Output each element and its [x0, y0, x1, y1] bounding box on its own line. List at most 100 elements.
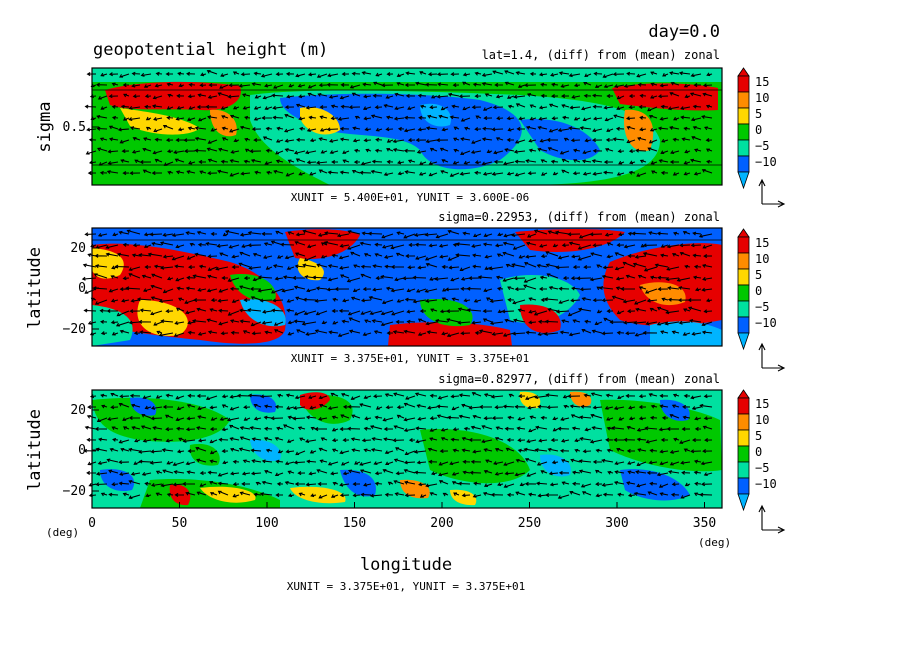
wind-vector [642, 243, 658, 248]
wind-vector [690, 73, 702, 78]
wind-vector [490, 394, 504, 399]
wind-vector [393, 116, 405, 121]
colorbar-swatch [737, 445, 750, 463]
wind-vector [129, 309, 141, 314]
wind-vector [359, 241, 372, 246]
wind-vector [455, 253, 471, 258]
wind-vector [254, 170, 262, 175]
wind-vector [701, 321, 713, 326]
wind-vector [606, 417, 614, 421]
wind-vector [649, 448, 658, 453]
wind-vector [186, 71, 196, 76]
wind-vector [406, 288, 416, 293]
colorbar-top-cap [737, 389, 750, 399]
wind-vector [338, 308, 350, 313]
wind-vector [307, 84, 317, 89]
wind-vector [441, 297, 449, 302]
wind-vector [650, 95, 658, 99]
wind-vector [297, 83, 306, 88]
wind-vector [425, 321, 438, 326]
wind-vector [332, 320, 339, 325]
wind-vector [489, 298, 504, 304]
panel-3-ylabel: latitude [25, 409, 45, 491]
wind-vector [450, 437, 460, 442]
wind-vector [207, 95, 218, 99]
wind-vector [362, 287, 372, 292]
wind-vector [666, 266, 680, 271]
wind-vector [583, 265, 592, 270]
wind-vector [196, 307, 207, 312]
wind-vector [573, 116, 581, 121]
wind-vector [284, 461, 295, 466]
wind-vector [244, 148, 251, 153]
wind-vector [166, 82, 174, 87]
wind-vector [534, 448, 548, 453]
wind-vector [351, 71, 361, 76]
wind-vector [572, 148, 581, 153]
wind-vector [680, 115, 691, 120]
wind-vector [285, 449, 295, 454]
wind-vector [251, 127, 262, 132]
colorbar-level-label: 15 [755, 236, 769, 250]
wind-vector [340, 104, 350, 109]
wind-vector [327, 406, 339, 410]
wind-vector [128, 106, 141, 110]
wind-vector [309, 449, 317, 454]
wind-vector [494, 82, 503, 87]
wind-vector [700, 461, 713, 466]
wind-vector [535, 481, 548, 486]
wind-vector [122, 417, 130, 421]
wind-vector [427, 72, 438, 77]
wind-vector [482, 492, 493, 496]
wind-vector [701, 169, 713, 174]
colorbar-top-cap [737, 67, 750, 77]
wind-vector [383, 427, 394, 432]
wind-vector [625, 331, 636, 336]
wind-vector [613, 114, 625, 119]
wind-vector [417, 127, 427, 132]
wind-vector [239, 436, 251, 441]
colorbar-swatch [737, 300, 750, 318]
wind-vector [205, 395, 218, 401]
wind-vector [671, 482, 680, 487]
wind-vector [84, 425, 97, 430]
wind-vector [614, 266, 625, 271]
wind-vector [495, 275, 504, 280]
wind-vector [286, 405, 295, 410]
wind-vector [582, 117, 592, 122]
wind-vector [250, 158, 262, 163]
wind-vector [404, 450, 416, 456]
wind-vector [253, 404, 262, 408]
wind-vector [209, 405, 218, 410]
wind-vector [638, 405, 647, 410]
wind-vector [628, 405, 636, 410]
wind-vector [647, 147, 658, 152]
wind-vector [578, 459, 592, 464]
wind-vector [175, 244, 185, 249]
wind-vector [120, 104, 130, 109]
wind-vector [650, 160, 658, 165]
wind-vector [364, 416, 372, 421]
wind-vector [93, 273, 108, 279]
wind-vector [386, 72, 394, 77]
wind-vector [574, 438, 581, 443]
wind-vector [392, 147, 405, 152]
panel-2-red-south [388, 322, 512, 346]
wind-vector [579, 415, 592, 420]
wind-vector [659, 492, 669, 497]
wind-vector [592, 148, 603, 153]
wind-vector [701, 287, 713, 292]
wind-vector [250, 471, 262, 476]
wind-vector [197, 438, 207, 443]
wind-vector [648, 231, 658, 236]
wind-vector [320, 437, 328, 441]
panel-2: sigma=0.22953, (diff) from (mean) zonal … [25, 210, 786, 372]
wind-vector [551, 460, 559, 465]
wind-vector [244, 137, 251, 142]
wind-vector [628, 416, 636, 421]
wind-vector [339, 265, 350, 270]
wind-vector [446, 332, 460, 338]
wind-vector [662, 72, 669, 77]
wind-vector [243, 417, 251, 421]
wind-vector [220, 73, 229, 77]
